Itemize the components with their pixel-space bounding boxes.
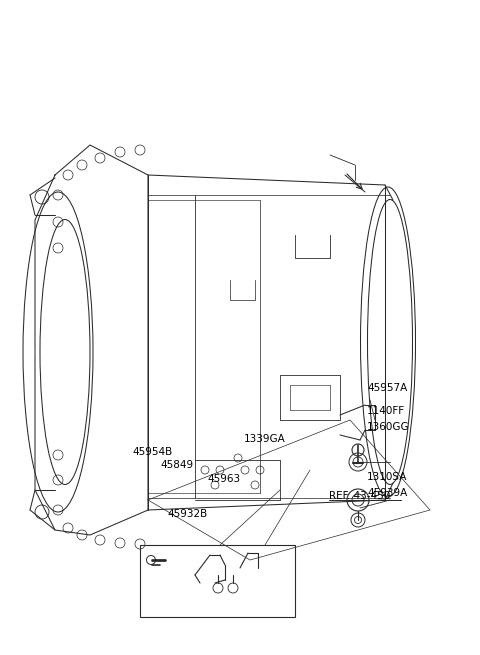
Text: 1360GG: 1360GG bbox=[367, 422, 410, 432]
Text: 45849: 45849 bbox=[161, 460, 194, 470]
Text: 45932B: 45932B bbox=[167, 509, 207, 519]
Text: 45957A: 45957A bbox=[367, 383, 408, 393]
Text: 1310SA: 1310SA bbox=[367, 472, 408, 482]
Text: 45954B: 45954B bbox=[132, 447, 172, 457]
Text: 1140FF: 1140FF bbox=[367, 406, 405, 417]
Text: 1339GA: 1339GA bbox=[244, 434, 286, 444]
Bar bbox=[140, 545, 295, 617]
Text: 45963: 45963 bbox=[207, 474, 240, 485]
Text: 45939A: 45939A bbox=[367, 487, 408, 498]
Text: REF. 43-450: REF. 43-450 bbox=[329, 491, 390, 502]
